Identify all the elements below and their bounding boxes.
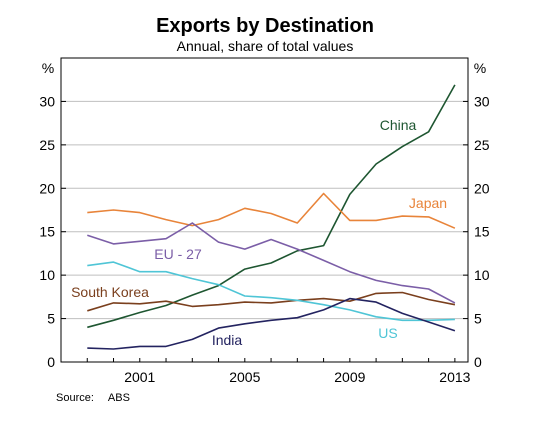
x-tick-label: 2001	[124, 369, 155, 385]
series-label-india: India	[212, 332, 243, 348]
source-value: ABS	[107, 392, 130, 404]
y-tick-label-right: 0	[474, 354, 482, 370]
y-tick-label-left: 30	[39, 93, 55, 109]
chart-title: Exports by Destination	[156, 15, 374, 37]
y-tick-label-left: 0	[47, 354, 55, 370]
y-tick-label-right: 10	[474, 267, 490, 283]
series-line-us	[87, 261, 455, 322]
series-label-eu-27: EU - 27	[154, 246, 202, 262]
gridlines	[61, 100, 468, 320]
source-label: Source:	[56, 392, 94, 404]
y-tick-label-left: 15	[39, 224, 55, 240]
right-axis-unit: %	[474, 60, 486, 76]
x-tick-label: 2009	[334, 369, 365, 385]
series-line-eu-27	[87, 222, 456, 304]
left-axis-unit: %	[42, 60, 54, 76]
x-tick-label: 2013	[439, 369, 470, 385]
series-label-japan: Japan	[409, 195, 447, 211]
series-line-japan	[87, 192, 456, 229]
series-line-china	[87, 84, 456, 329]
series-label-south-korea: South Korea	[71, 284, 149, 300]
series-lines	[87, 84, 456, 350]
y-tick-label-right: 5	[474, 311, 482, 327]
series-line-south-korea	[87, 291, 456, 312]
y-tick-label-left: 5	[47, 311, 55, 327]
plot-frame	[60, 57, 469, 363]
x-tick-label: 2005	[229, 369, 260, 385]
y-tick-label-left: 10	[39, 267, 55, 283]
axis-ticks: 0 0 5 5 10 10 15 15 20 20 25 25 30 30 2001 2005 2009 2013	[39, 93, 489, 385]
series-label-us: US	[378, 325, 397, 341]
series-line-india	[87, 297, 456, 350]
source-note: Source: ABS	[56, 392, 144, 404]
y-tick-label-left: 25	[39, 137, 55, 153]
y-tick-label-right: 20	[474, 180, 490, 196]
y-tick-label-left: 20	[39, 180, 55, 196]
series-labels: China Japan EU - 27 South Korea US India	[71, 117, 447, 348]
y-tick-label-right: 25	[474, 137, 490, 153]
series-label-china: China	[380, 117, 417, 133]
chart-subtitle: Annual, share of total values	[177, 38, 354, 54]
y-tick-label-right: 30	[474, 93, 490, 109]
y-tick-label-right: 15	[474, 224, 490, 240]
